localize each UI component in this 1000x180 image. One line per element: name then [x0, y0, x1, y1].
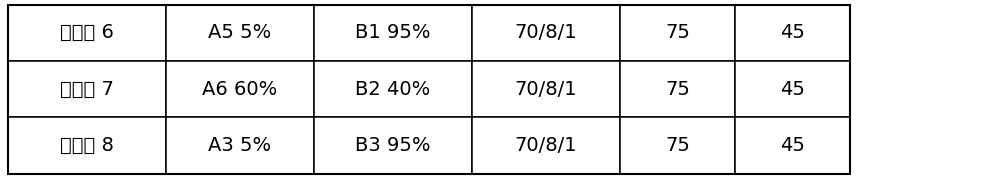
Bar	[166, 4, 314, 61]
Text: B2 40%: B2 40%	[355, 80, 431, 98]
Text: B3 95%: B3 95%	[355, 136, 431, 155]
Text: 70/8/1: 70/8/1	[515, 136, 577, 155]
Bar	[735, 117, 850, 174]
Bar	[8, 4, 166, 61]
Text: 75: 75	[665, 23, 690, 42]
Bar	[472, 117, 620, 174]
Bar	[8, 4, 850, 174]
Bar	[735, 4, 850, 61]
Text: 实施例 8: 实施例 8	[60, 136, 114, 155]
Bar	[314, 61, 472, 117]
Bar	[620, 61, 735, 117]
Bar	[314, 117, 472, 174]
Text: 45: 45	[780, 80, 805, 98]
Text: A5 5%: A5 5%	[208, 23, 272, 42]
Text: 70/8/1: 70/8/1	[515, 80, 577, 98]
Bar	[735, 61, 850, 117]
Bar	[472, 61, 620, 117]
Text: A3 5%: A3 5%	[208, 136, 272, 155]
Bar	[166, 117, 314, 174]
Bar	[8, 61, 166, 117]
Bar	[472, 4, 620, 61]
Text: A6 60%: A6 60%	[202, 80, 278, 98]
Text: 实施例 7: 实施例 7	[60, 80, 114, 98]
Text: 45: 45	[780, 23, 805, 42]
Text: B1 95%: B1 95%	[355, 23, 431, 42]
Bar	[166, 61, 314, 117]
Text: 75: 75	[665, 136, 690, 155]
Text: 实施例 6: 实施例 6	[60, 23, 114, 42]
Bar	[8, 117, 166, 174]
Bar	[314, 4, 472, 61]
Text: 45: 45	[780, 136, 805, 155]
Text: 75: 75	[665, 80, 690, 98]
Bar	[620, 117, 735, 174]
Text: 70/8/1: 70/8/1	[515, 23, 577, 42]
Bar	[620, 4, 735, 61]
